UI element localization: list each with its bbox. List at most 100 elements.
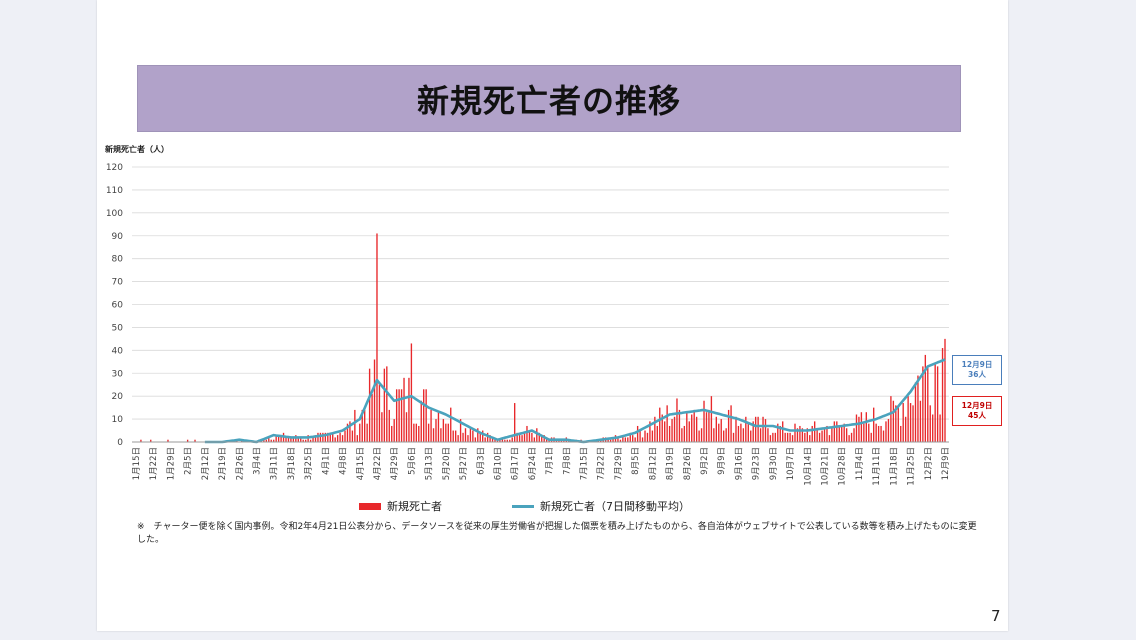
daily-bar [740,423,742,442]
daily-bar [683,425,686,442]
daily-bar [336,435,339,442]
daily-bar [772,432,774,442]
daily-bar [912,405,914,442]
x-tick-label: 7月8日 [562,447,572,475]
daily-bar [806,428,808,442]
daily-bar [509,439,511,442]
daily-bar [413,423,415,442]
daily-bar [423,389,425,442]
daily-bar [405,412,408,442]
daily-bar [863,423,865,442]
daily-bar [277,435,280,442]
daily-bar [290,437,292,442]
y-tick-label: 120 [106,163,123,173]
daily-bar [432,428,435,442]
daily-bar [767,428,769,442]
x-tick-label: 9月30日 [769,447,779,480]
daily-bar [892,400,895,442]
daily-bar [609,439,612,442]
legend-label-daily: 新規死亡者 [387,500,442,513]
x-tick-label: 10月7日 [786,447,796,480]
daily-bar [523,432,526,442]
daily-bar [934,364,936,442]
x-tick-label: 12月2日 [924,447,934,480]
daily-bar [826,425,828,442]
daily-bar [408,377,410,442]
daily-bar [914,382,917,442]
daily-bar [649,421,651,442]
daily-bar [929,405,931,442]
x-tick-label: 6月3日 [476,447,486,475]
x-tick-label: 11月18日 [889,447,899,486]
daily-bar [769,435,772,442]
daily-bar [777,423,779,442]
daily-bar [764,419,767,442]
daily-bar [932,414,934,442]
daily-bar [270,439,272,442]
daily-bar [632,435,634,442]
daily-bar [927,366,929,442]
daily-bar [941,348,944,442]
daily-bar [373,359,376,442]
daily-bar [799,425,801,442]
x-tick-label: 10月28日 [838,447,848,486]
daily-bar [300,437,302,442]
daily-bar [425,389,427,442]
daily-bar [742,428,745,442]
x-tick-label: 7月29日 [614,447,624,480]
daily-bar [359,423,361,442]
daily-bar [691,414,693,442]
daily-bar [368,368,371,442]
x-tick-label: 9月2日 [700,447,710,475]
daily-bar [344,430,346,442]
daily-bar [322,432,324,442]
daily-bar [850,432,853,442]
daily-bar [486,432,489,442]
y-tick-label: 40 [112,346,124,356]
daily-bar [882,430,885,442]
daily-bar [890,396,892,442]
x-tick-label: 9月9日 [717,447,727,475]
daily-bar [531,432,533,442]
daily-bar [917,375,919,442]
daily-bar [533,437,536,442]
daily-bar [651,430,654,442]
daily-bar [845,428,848,442]
daily-bar [789,432,791,442]
daily-bar [403,377,405,442]
x-tick-label: 5月27日 [459,447,469,480]
x-tick-label: 6月10日 [493,447,503,480]
daily-bar [865,412,867,442]
daily-bar [617,437,619,442]
daily-bar [924,354,927,442]
daily-bar [754,416,757,442]
x-tick-label: 4月8日 [339,447,349,475]
x-tick-label: 3月11日 [270,447,280,480]
daily-bar [676,398,678,442]
daily-bar [713,428,715,442]
x-tick-label: 1月22日 [149,447,159,480]
daily-bar [452,430,454,442]
daily-bar [541,435,543,442]
daily-bar [686,412,688,442]
daily-bar [511,437,513,442]
x-tick-label: 2月12日 [201,447,211,480]
daily-bar [737,425,740,442]
daily-bar [897,405,899,442]
daily-bar [666,405,668,442]
legend-item-daily: 新規死亡者 [359,498,442,514]
daily-bar [514,403,516,442]
daily-bar [831,428,833,442]
daily-bar [479,432,481,442]
x-tick-label: 11月4日 [855,447,865,480]
daily-bar [398,389,400,442]
x-tick-label: 11月25日 [907,447,917,486]
daily-bar [936,366,939,442]
daily-bar [809,435,811,442]
daily-bar [450,407,452,442]
y-tick-label: 110 [106,186,123,196]
daily-bar [366,423,368,442]
daily-bar [265,439,268,442]
daily-bar [838,425,840,442]
x-tick-label: 5月6日 [407,447,417,475]
